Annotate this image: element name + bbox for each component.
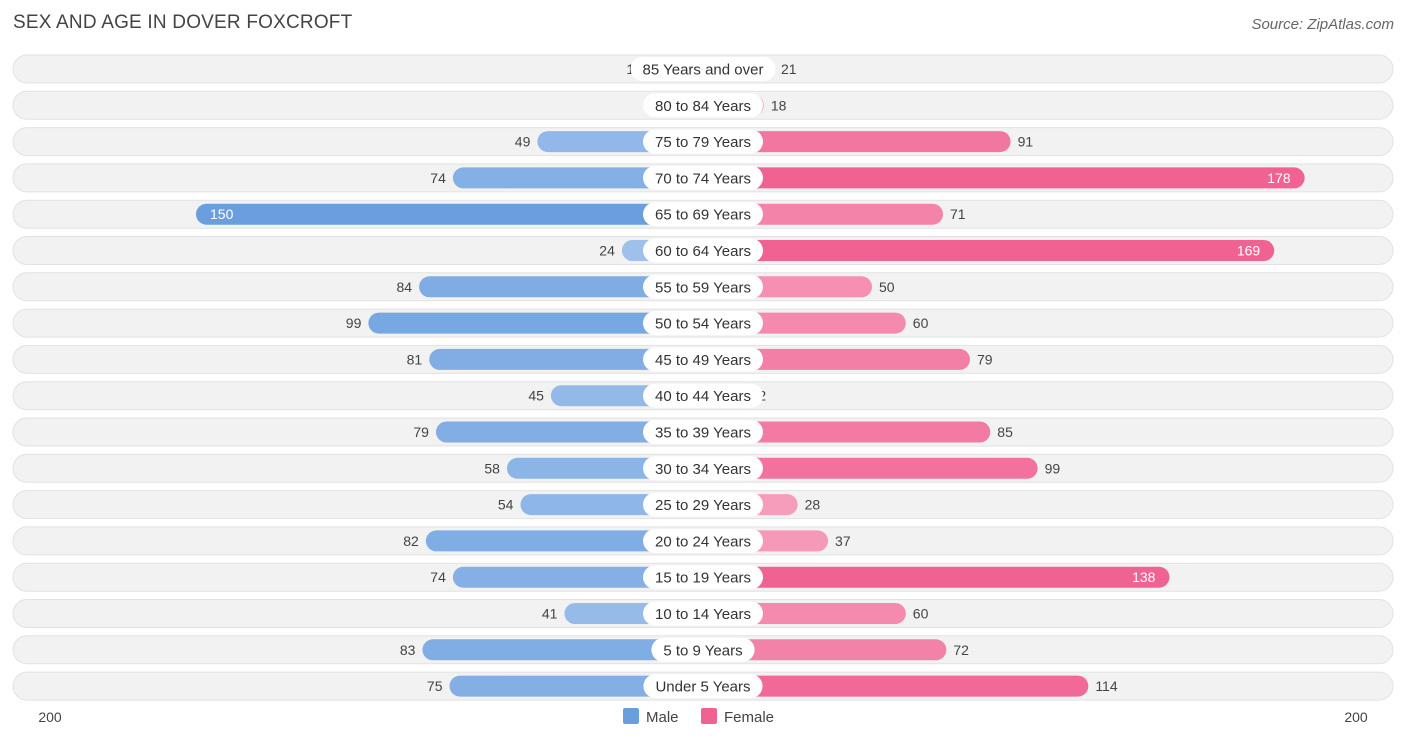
male-value-label: 81 — [407, 351, 423, 367]
category-label: 55 to 59 Years — [655, 279, 751, 296]
legend-female-swatch — [701, 708, 717, 724]
category-pill — [651, 637, 755, 662]
female-value-label: 60 — [913, 606, 929, 622]
category-label: 60 to 64 Years — [655, 243, 751, 260]
axis-left-label: 200 — [38, 709, 62, 725]
category-label: 85 Years and over — [643, 62, 764, 79]
female-value-label: 178 — [1267, 170, 1291, 186]
female-value-label: 169 — [1237, 243, 1261, 259]
category-label: 35 to 39 Years — [655, 425, 751, 442]
category-pill — [643, 129, 763, 154]
female-value-label: 28 — [805, 497, 821, 513]
male-value-label: 58 — [484, 460, 500, 476]
male-bar[interactable] — [422, 639, 703, 661]
female-bar[interactable] — [703, 421, 991, 443]
category-label: 30 to 34 Years — [655, 461, 751, 478]
female-value-label: 91 — [1018, 134, 1034, 150]
male-value-label: 45 — [528, 388, 544, 404]
female-value-label: 71 — [950, 206, 966, 222]
legend-female-label: Female — [724, 709, 774, 726]
male-value-label: 75 — [427, 678, 443, 694]
female-bar[interactable] — [703, 167, 1305, 189]
female-bar[interactable] — [703, 348, 971, 370]
male-bar[interactable] — [368, 312, 703, 334]
male-bar[interactable] — [419, 276, 703, 298]
female-value-label: 114 — [1095, 678, 1118, 694]
female-bar[interactable] — [703, 131, 1011, 153]
female-value-label: 50 — [879, 279, 895, 295]
male-value-label: 74 — [430, 569, 446, 585]
category-pill — [643, 601, 763, 626]
category-label: 70 to 74 Years — [655, 170, 751, 187]
female-value-label: 85 — [997, 424, 1013, 440]
female-bar[interactable] — [703, 203, 943, 225]
male-bar[interactable] — [425, 530, 703, 552]
category-pill — [643, 274, 763, 299]
category-pill — [643, 492, 763, 517]
category-pill — [643, 311, 763, 336]
male-value-label: 82 — [403, 533, 419, 549]
male-value-label: 83 — [400, 642, 416, 658]
female-value-label: 37 — [835, 533, 851, 549]
category-pill — [643, 456, 763, 481]
category-pill — [643, 383, 763, 408]
male-bar[interactable] — [452, 566, 703, 588]
female-bar[interactable] — [703, 457, 1038, 479]
category-label: 45 to 49 Years — [655, 352, 751, 369]
category-pill — [643, 238, 763, 263]
legend-male-swatch — [623, 708, 639, 724]
category-pill — [643, 420, 763, 444]
category-label: 15 to 19 Years — [655, 570, 751, 587]
male-value-label: 54 — [498, 497, 514, 513]
female-value-label: 99 — [1045, 460, 1061, 476]
category-pill — [643, 528, 763, 553]
category-pill — [643, 674, 763, 699]
category-pill — [630, 57, 776, 81]
male-value-label: 49 — [515, 134, 531, 150]
female-bar[interactable] — [703, 566, 1170, 588]
category-pill — [643, 165, 763, 190]
category-label: 75 to 79 Years — [655, 134, 751, 151]
male-value-label: 79 — [413, 424, 429, 440]
male-value-label: 99 — [346, 315, 362, 331]
category-label: Under 5 Years — [655, 679, 750, 696]
category-pill — [643, 565, 763, 590]
male-value-label: 24 — [599, 243, 615, 259]
male-bar[interactable] — [435, 421, 703, 443]
male-bar[interactable] — [452, 167, 703, 189]
female-value-label: 79 — [977, 351, 993, 367]
female-value-label: 72 — [953, 642, 969, 658]
female-value-label: 138 — [1132, 569, 1156, 585]
category-label: 40 to 44 Years — [655, 388, 751, 405]
female-bar[interactable] — [703, 639, 947, 661]
category-pill — [643, 202, 763, 227]
source-label: Source: ZipAtlas.com — [1251, 16, 1394, 33]
category-label: 50 to 54 Years — [655, 316, 751, 333]
legend-male-label: Male — [646, 709, 679, 726]
category-label: 20 to 24 Years — [655, 533, 751, 550]
female-value-label: 21 — [781, 61, 797, 77]
category-label: 5 to 9 Years — [663, 642, 742, 659]
female-bar[interactable] — [703, 240, 1275, 261]
category-pill — [643, 93, 763, 118]
category-label: 80 to 84 Years — [655, 98, 751, 115]
male-value-label: 150 — [210, 206, 234, 222]
male-bar[interactable] — [449, 675, 704, 697]
male-value-label: 84 — [397, 279, 413, 295]
category-pill — [643, 347, 763, 372]
male-bar[interactable] — [196, 203, 703, 225]
category-label: 10 to 14 Years — [655, 606, 751, 623]
category-label: 65 to 69 Years — [655, 207, 751, 224]
male-value-label: 74 — [430, 170, 446, 186]
category-label: 25 to 29 Years — [655, 497, 751, 514]
female-value-label: 18 — [771, 97, 787, 113]
male-bar[interactable] — [429, 348, 703, 370]
chart-title: SEX AND AGE IN DOVER FOXCROFT — [13, 12, 353, 33]
female-value-label: 60 — [913, 315, 929, 331]
female-bar[interactable] — [703, 675, 1089, 697]
axis-right-label: 200 — [1344, 709, 1368, 725]
male-value-label: 41 — [542, 606, 558, 622]
